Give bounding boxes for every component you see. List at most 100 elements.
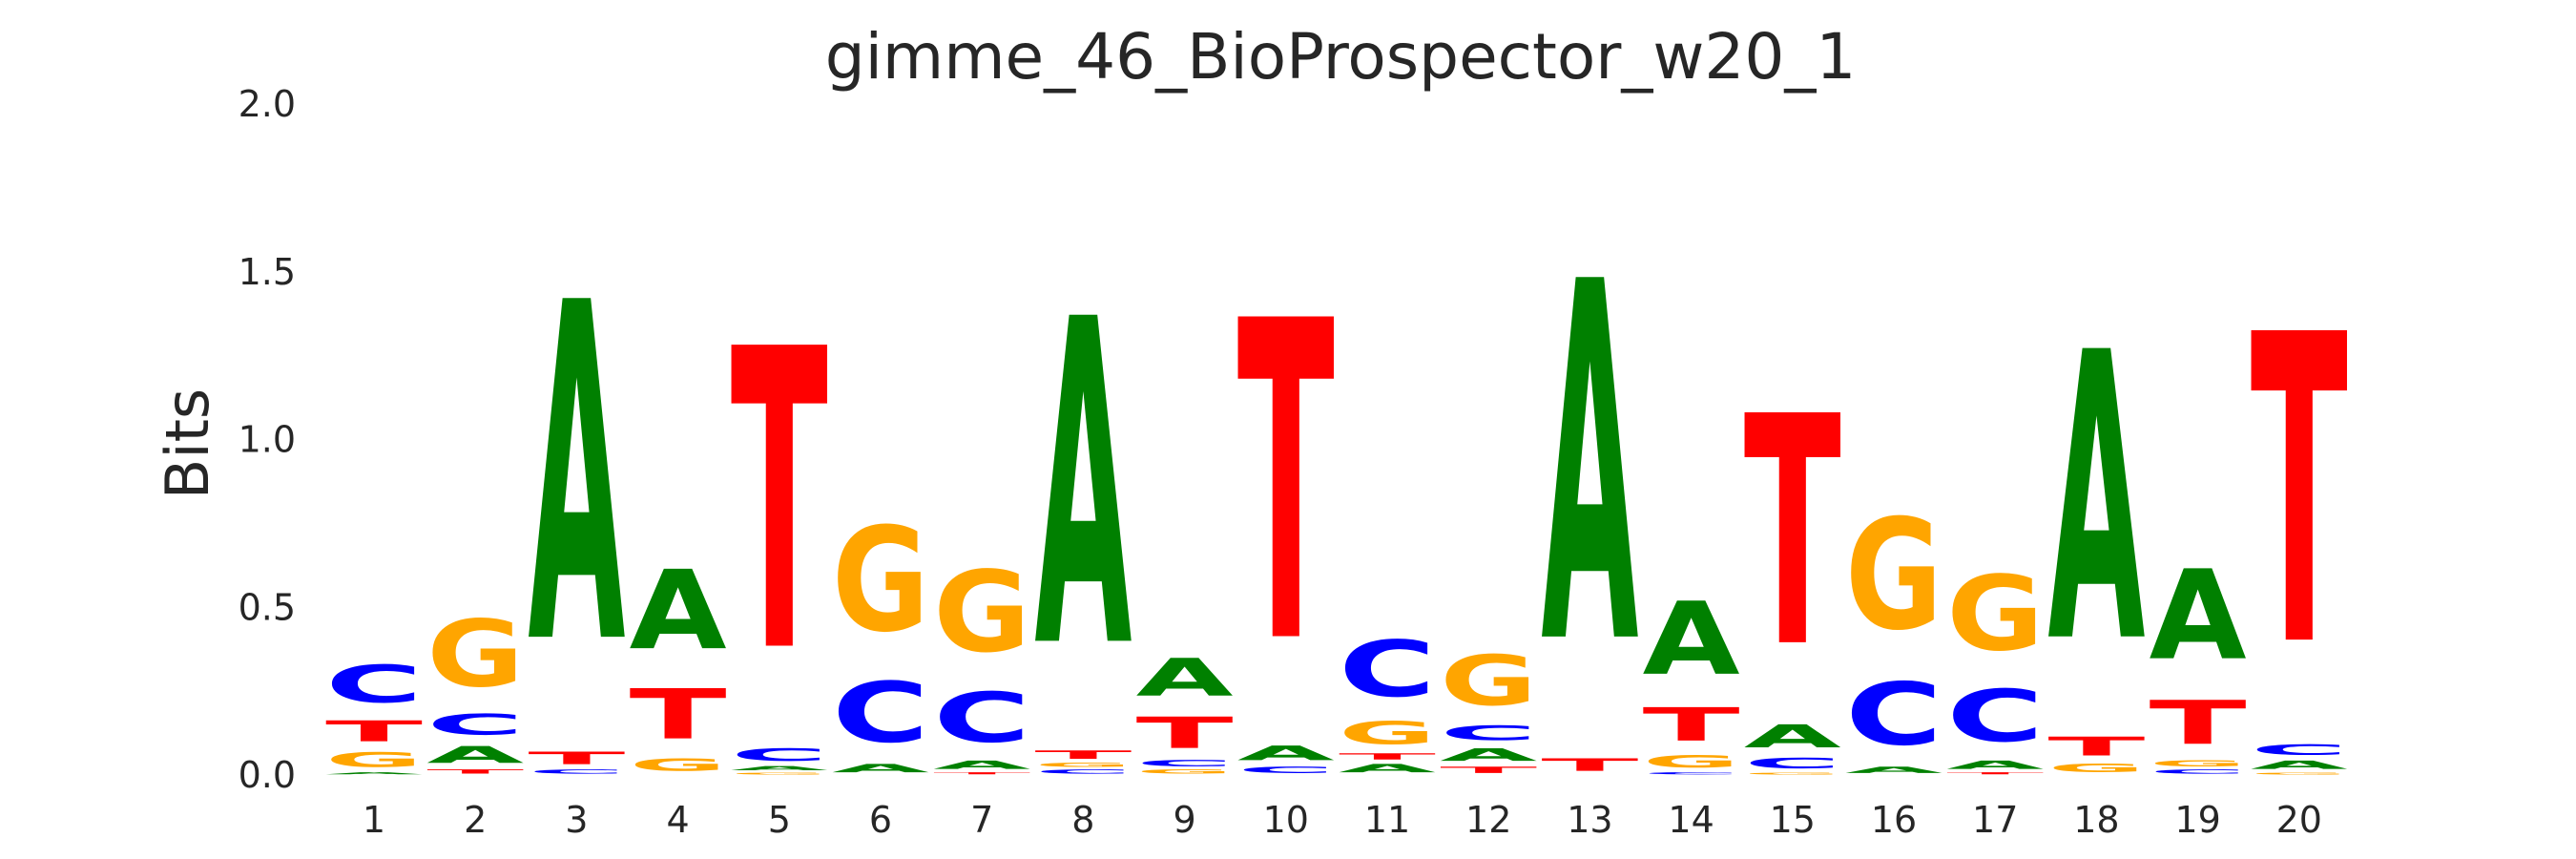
logo-letter-a: A — [1541, 178, 1639, 753]
x-tick-label: 1 — [363, 799, 385, 841]
y-axis-label: Bits — [153, 388, 222, 499]
logo-letter-c: C — [1237, 765, 1335, 775]
y-tick-label: 0.5 — [239, 586, 296, 628]
logo-letter-a: A — [630, 549, 727, 675]
logo-letter-c: C — [325, 654, 423, 714]
x-tick-label: 6 — [869, 799, 892, 841]
logo-letter-a: A — [1237, 742, 1335, 765]
logo-letter-a: A — [832, 762, 929, 775]
x-tick-label: 7 — [970, 799, 993, 841]
logo-letter-t: T — [325, 715, 423, 748]
logo-letter-t: T — [1541, 755, 1638, 775]
logo-letter-g: G — [1845, 487, 1942, 664]
x-tick-label: 16 — [1871, 799, 1917, 841]
logo-letter-g: G — [832, 496, 929, 663]
logo-letter-t: T — [1237, 229, 1336, 740]
logo-letter-g: G — [2150, 758, 2247, 768]
logo-letter-a: A — [528, 207, 626, 748]
y-tick-label: 0.0 — [239, 754, 296, 796]
logo-letter-t: T — [2047, 732, 2145, 762]
logo-letter-t: T — [1440, 765, 1537, 774]
x-tick-label: 9 — [1174, 799, 1196, 841]
logo-letter-c: C — [1034, 768, 1132, 775]
x-tick-label: 13 — [1567, 799, 1612, 841]
y-axis-ticks: 0.0 0.5 1.0 1.5 2.0 — [239, 83, 296, 796]
x-tick-label: 8 — [1071, 799, 1094, 841]
logo-letter-a: A — [731, 765, 828, 771]
logo-letter-g: G — [1946, 555, 2044, 674]
logo-letter-c: C — [1845, 664, 1942, 765]
x-tick-label: 3 — [565, 799, 588, 841]
y-tick-label: 1.5 — [239, 251, 296, 293]
x-tick-label: 4 — [667, 799, 690, 841]
logo-letter-t: T — [1744, 351, 1842, 718]
logo-letter-a: A — [1946, 759, 2044, 772]
logo-letter-a: A — [1136, 648, 1234, 708]
logo-letter-g: G — [325, 748, 423, 772]
logo-letter-g: G — [1136, 768, 1234, 775]
logo-letter-g: G — [1643, 752, 1740, 772]
logo-letter-c: C — [832, 665, 929, 762]
y-tick-label: 2.0 — [239, 83, 296, 125]
logo-letter-c: C — [2150, 768, 2247, 775]
logo-letter-g: G — [2251, 771, 2348, 775]
logo-letter-a: A — [1034, 226, 1132, 747]
logo-letter-g: G — [1440, 641, 1537, 722]
x-tick-label: 18 — [2073, 799, 2119, 841]
x-tick-label: 17 — [1972, 799, 2018, 841]
logo-letter-c: C — [426, 708, 524, 742]
x-tick-label: 2 — [464, 799, 487, 841]
logo-letter-a: A — [933, 759, 1030, 772]
logo-letter-a: A — [426, 742, 524, 768]
logo-letter-t: T — [2251, 247, 2349, 741]
logo-letter-g: G — [426, 601, 524, 708]
logo-letter-a: A — [1744, 718, 1841, 755]
logo-letter-a: A — [2047, 268, 2146, 730]
chart-title: gimme_46_BioProspector_w20_1 — [825, 20, 1857, 94]
logo-letter-a: A — [325, 771, 423, 775]
logo-letter-c: C — [1339, 624, 1436, 715]
x-tick-label: 12 — [1465, 799, 1511, 841]
logo-letter-a: A — [2251, 759, 2348, 772]
logo-letter-t: T — [2150, 688, 2247, 759]
y-tick-label: 1.0 — [239, 419, 296, 461]
logo-letter-a: A — [1339, 762, 1436, 775]
logo-letter-g: G — [731, 771, 828, 775]
logo-letter-c: C — [1946, 675, 2044, 758]
logo-letter-t: T — [1136, 708, 1234, 758]
x-tick-label: 14 — [1668, 799, 1714, 841]
logo-letter-t: T — [731, 264, 829, 744]
logo-letter-t: T — [1034, 748, 1132, 762]
logo-letter-c: C — [1643, 772, 1740, 775]
x-tick-label: 5 — [768, 799, 791, 841]
logo-letter-g: G — [1034, 762, 1132, 768]
logo-letter-c: C — [528, 768, 625, 775]
x-axis-ticks: 1 2 3 4 5 6 7 8 9 10 11 12 13 14 15 16 17 18 19 20 — [363, 799, 2322, 841]
x-tick-label: 11 — [1364, 799, 1410, 841]
x-tick-label: 19 — [2174, 799, 2220, 841]
logo-letter-c: C — [933, 679, 1030, 759]
logo-letter-g: G — [630, 755, 727, 775]
logo-letter-a: A — [1845, 765, 1942, 776]
x-tick-label: 20 — [2276, 799, 2322, 841]
logo-letter-c: C — [731, 745, 828, 765]
logo-letter-g: G — [2047, 762, 2145, 775]
logo-letter-c: C — [1744, 755, 1841, 771]
logo-letter-g: G — [1339, 715, 1436, 751]
logo-letter-t: T — [1339, 751, 1436, 761]
logo-letter-c: C — [2251, 742, 2348, 758]
logo-letter-t: T — [528, 748, 625, 768]
logo-letter-t: T — [933, 771, 1030, 774]
logo-letter-a: A — [1643, 581, 1740, 699]
x-tick-label: 10 — [1263, 799, 1309, 841]
logo-letter-t: T — [1946, 771, 2044, 774]
logo-letter-g: G — [933, 548, 1030, 678]
logo-letter-t: T — [426, 768, 524, 775]
logo-letter-a: A — [1440, 745, 1537, 765]
logo-letter-a: A — [2150, 544, 2247, 687]
logo-letter-t: T — [630, 675, 727, 755]
logo-stacks: AGTCTACGCTAGTAGACTACGTACGCGTAGCTACATATGC… — [325, 178, 2349, 775]
logo-letter-g: G — [1744, 771, 1841, 775]
logo-letter-t: T — [1643, 699, 1740, 752]
